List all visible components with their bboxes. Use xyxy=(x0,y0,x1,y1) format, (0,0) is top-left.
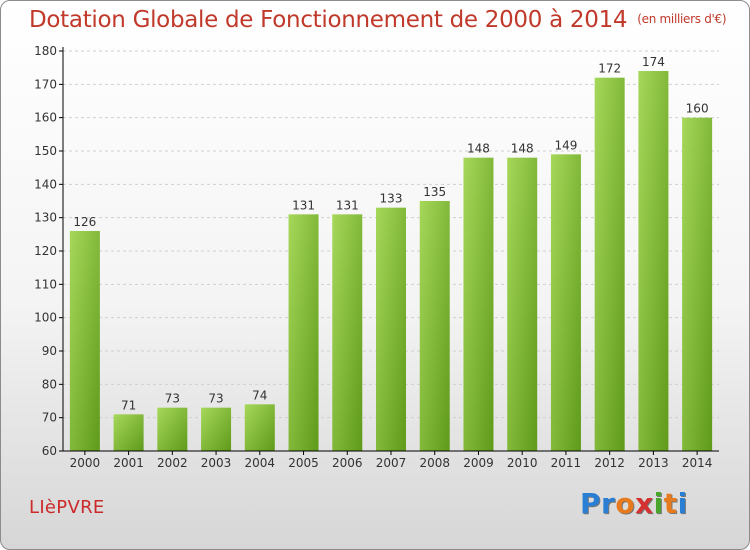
data-label: 149 xyxy=(554,138,577,152)
proxiti-logo: Proxiti xyxy=(580,487,688,520)
bar xyxy=(157,407,188,451)
data-label: 73 xyxy=(165,392,180,406)
bar xyxy=(244,404,275,451)
y-tick-label: 140 xyxy=(34,177,57,191)
logo-letter: t xyxy=(663,487,678,520)
y-tick-label: 180 xyxy=(34,44,57,58)
y-tick-label: 130 xyxy=(34,211,57,225)
x-tick-label: 2008 xyxy=(419,456,450,470)
x-tick-label: 2000 xyxy=(70,456,101,470)
logo-letter: i xyxy=(677,487,688,520)
data-label: 131 xyxy=(336,198,359,212)
bars xyxy=(69,71,713,452)
chart-title-text: Dotation Globale de Fonctionnement de 20… xyxy=(29,7,628,33)
logo-letter: P xyxy=(580,487,602,520)
y-tick-label: 100 xyxy=(34,311,57,325)
y-tick-label: 120 xyxy=(34,244,57,258)
y-tick-label: 90 xyxy=(42,344,57,358)
bar xyxy=(507,157,538,451)
data-label: 71 xyxy=(121,398,136,412)
axes xyxy=(59,47,719,455)
x-tick-label: 2002 xyxy=(157,456,188,470)
y-tick-label: 110 xyxy=(34,277,57,291)
y-tick-label: 170 xyxy=(34,77,57,91)
bar xyxy=(332,214,363,451)
data-label: 160 xyxy=(686,102,709,116)
chart-title: Dotation Globale de Fonctionnement de 20… xyxy=(29,7,727,33)
logo-letter: i xyxy=(653,487,664,520)
x-tick-label: 2001 xyxy=(113,456,144,470)
data-label: 172 xyxy=(598,62,621,76)
data-label: 133 xyxy=(380,192,403,206)
y-tick-label: 80 xyxy=(42,377,57,391)
data-label: 135 xyxy=(423,185,446,199)
x-tick-label: 2012 xyxy=(594,456,625,470)
bar xyxy=(594,77,625,452)
data-label: 73 xyxy=(208,392,223,406)
bar xyxy=(419,201,450,451)
x-tick-label: 2013 xyxy=(638,456,669,470)
x-tick-label: 2009 xyxy=(463,456,494,470)
bar xyxy=(682,117,713,452)
y-tick-label: 60 xyxy=(42,444,57,458)
bar xyxy=(376,207,406,451)
x-tick-label: 2010 xyxy=(507,456,538,470)
logo-letter: r xyxy=(601,487,616,520)
data-label: 148 xyxy=(467,142,490,156)
x-tick-label: 2005 xyxy=(288,456,319,470)
bar xyxy=(463,157,494,451)
bar xyxy=(201,407,232,451)
x-tick-label: 2011 xyxy=(551,456,582,470)
y-tick-label: 150 xyxy=(34,144,57,158)
bar xyxy=(113,414,144,451)
commune-name: LIèPVRE xyxy=(29,497,105,518)
bar xyxy=(638,71,669,451)
data-label: 74 xyxy=(252,388,267,402)
x-tick-label: 2014 xyxy=(682,456,713,470)
data-label: 131 xyxy=(292,198,315,212)
bar xyxy=(288,214,319,451)
x-tick-label: 2004 xyxy=(245,456,276,470)
logo-letter: o xyxy=(615,487,636,520)
bar xyxy=(550,154,581,452)
data-label: 174 xyxy=(642,55,665,69)
y-tick-label: 160 xyxy=(34,111,57,125)
y-tick-label: 70 xyxy=(42,411,57,425)
x-tick-label: 2006 xyxy=(332,456,363,470)
x-tick-label: 2003 xyxy=(201,456,232,470)
logo-letter: x xyxy=(635,487,654,520)
data-label: 126 xyxy=(73,215,96,229)
x-tick-label: 2007 xyxy=(376,456,407,470)
labels: 60 70 80 90 100 110 120 130 140 150 160 170 180 126 20… xyxy=(34,44,712,470)
chart-subtitle: (en milliers d'€) xyxy=(637,12,727,26)
bar xyxy=(69,231,100,451)
data-label: 148 xyxy=(511,142,534,156)
